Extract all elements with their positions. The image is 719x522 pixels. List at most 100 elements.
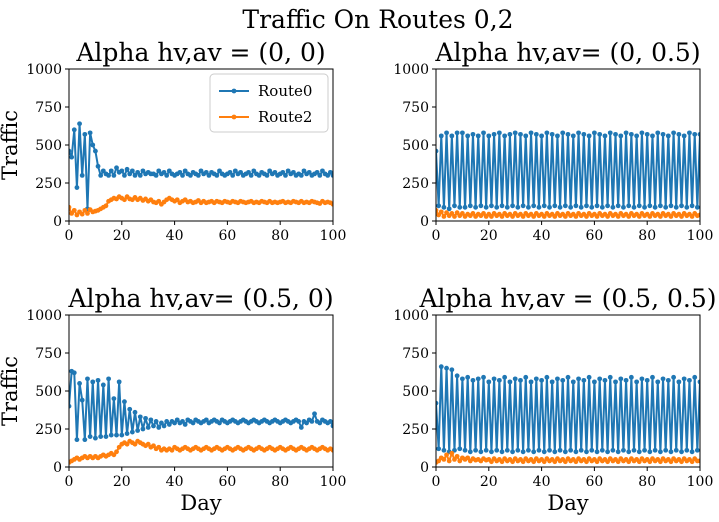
x-tick-label: 0 [432,228,441,244]
data-point-route0 [642,204,647,210]
data-point-route0 [100,382,106,388]
data-point-route0 [687,377,692,383]
figure-suptitle: Traffic On Routes 0,2 [242,5,513,34]
data-point-route0 [182,422,188,427]
data-point-route0 [610,447,616,453]
data-point-route0 [452,203,457,209]
x-tick-label: 20 [480,228,498,244]
y-tick-label: 750 [35,346,62,362]
data-point-route0 [555,376,560,382]
subplot-title: Alpha hv,av = (0, 0) [75,38,325,67]
data-point-route0 [668,203,674,209]
data-point-route0 [573,203,579,209]
data-point-route0 [676,379,682,385]
data-point-route0 [510,203,515,209]
data-point-route0 [692,374,698,380]
data-point-route0 [454,130,460,136]
data-point-route0 [578,204,584,210]
data-point-route0 [494,204,500,210]
subplot-2: Alpha hv,av= (0.5, 0)0 20 40 60 80 1000250500… [0,284,346,515]
data-point-route0 [90,379,96,385]
data-point-route0 [584,449,589,455]
data-point-route0 [541,203,547,209]
data-point-route0 [124,431,130,436]
data-point-route0 [518,377,523,383]
data-point-route0 [153,419,159,424]
data-point-route0 [502,374,508,380]
data-point-route0 [647,203,653,209]
series-group [69,368,333,465]
data-point-route0 [69,403,72,409]
data-point-route0 [689,203,695,209]
x-tick-label: 60 [218,474,236,490]
data-point-route0 [515,447,521,453]
data-point-route0 [523,374,529,380]
data-point-route0 [180,173,185,178]
x-tick-label: 100 [320,228,347,244]
data-point-route0 [77,121,82,127]
data-point-route0 [694,204,700,210]
data-point-route0 [531,449,537,455]
data-point-route0 [652,447,658,453]
x-tick-label: 20 [113,228,131,244]
data-point-route0 [510,449,515,455]
data-point-route0 [504,447,510,453]
data-point-route0 [438,133,444,139]
data-point-route0 [264,173,270,178]
data-point-route2 [452,214,457,219]
data-point-route0 [164,173,170,178]
data-point-route0 [576,130,581,136]
data-point-route0 [681,376,687,382]
data-point-route0 [153,173,159,178]
subplot-title: Alpha hv,av = (0.5, 0.5) [419,284,717,313]
data-point-route0 [692,131,698,137]
data-point-route2 [441,214,447,219]
data-point-route0 [636,449,642,455]
data-point-route0 [628,374,634,380]
data-point-route0 [69,154,75,160]
data-point-route0 [671,130,676,136]
data-point-route0 [673,447,679,453]
data-point-route0 [547,447,552,453]
data-point-route0 [489,449,494,455]
data-point-route0 [557,447,563,453]
data-point-route0 [486,133,492,139]
data-point-route0 [129,168,135,174]
data-point-route0 [528,379,534,385]
data-point-route0 [679,449,684,455]
data-point-route2 [446,458,452,464]
data-point-route0 [668,449,674,455]
data-point-route0 [491,376,497,382]
data-point-route0 [507,379,513,385]
x-axis-label: Day [180,491,221,515]
data-point-route2 [79,211,85,217]
data-point-route0 [436,400,439,406]
data-point-route0 [473,204,478,210]
data-point-route0 [467,203,473,209]
data-point-route0 [462,204,468,210]
data-point-route2 [330,447,333,453]
y-tick-label: 750 [402,346,429,362]
data-point-route0 [539,377,544,383]
data-point-route0 [93,148,98,154]
data-point-route0 [573,449,579,455]
data-point-route2 [697,458,700,464]
legend-marker-route2 [231,114,237,120]
data-point-route0 [106,173,111,178]
data-point-route2 [454,453,460,459]
y-tick-label: 1000 [393,308,429,324]
data-point-route0 [658,203,663,209]
subplot-grid: Alpha hv,av = (0, 0)0 20 40 60 80 10002505007… [0,38,717,515]
legend-label-route0: Route0 [258,82,312,100]
data-point-route0 [298,173,304,178]
data-point-route0 [581,377,587,383]
data-point-route0 [478,203,484,209]
data-point-route0 [462,447,468,453]
data-point-route0 [444,130,449,136]
data-point-route0 [639,130,645,136]
data-point-route0 [87,434,93,439]
data-point-route0 [562,449,568,455]
data-point-route0 [90,142,96,148]
data-point-route0 [613,131,618,137]
data-point-route0 [676,131,682,137]
